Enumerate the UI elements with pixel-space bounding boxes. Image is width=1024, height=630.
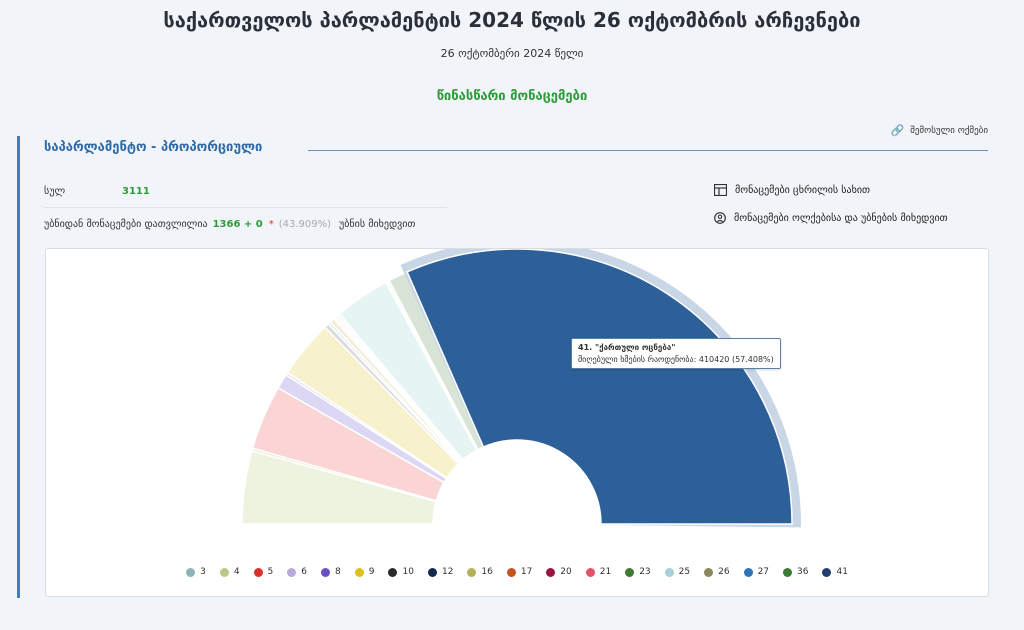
tooltip-votes-label: მიღებული ხმების რაოდენობა:	[578, 355, 697, 364]
legend-dot-10	[388, 567, 398, 577]
legend-dot-5	[253, 567, 263, 577]
link-icon: 🔗	[890, 124, 905, 137]
legend-label-10: 10	[402, 567, 414, 577]
legend-label-4: 4	[233, 567, 240, 577]
legend-dot-25	[664, 567, 674, 577]
legend-item-4[interactable]: 4	[219, 567, 240, 577]
legend-label-5: 5	[267, 567, 274, 577]
legend-label-36: 36	[797, 567, 809, 577]
legend-label-12: 12	[441, 567, 454, 577]
map-view-link[interactable]: მონაცემები ოლქებისა და უბნების მიხედვით	[714, 212, 948, 225]
legend-item-3[interactable]: 3	[186, 567, 206, 577]
submitted-protocols-link[interactable]: 🔗 შემოსული ოქმები	[891, 124, 989, 137]
legend-dot-20	[546, 567, 556, 577]
total-stations-row: სულ 3111	[44, 186, 150, 197]
total-label: სულ	[44, 186, 66, 197]
counted-suffix: უბნის მიხედვით	[339, 219, 416, 230]
legend-dot-27	[743, 567, 753, 577]
legend-item-25[interactable]: 25	[664, 567, 691, 577]
legend-item-6[interactable]: 6	[287, 567, 307, 577]
legend-item-27[interactable]: 27	[743, 567, 770, 577]
counted-percent: (43.909%)	[278, 219, 332, 230]
legend-dot-8	[321, 567, 331, 577]
legend-label-21: 21	[599, 567, 612, 577]
legend-dot-3	[186, 567, 196, 577]
legend-label-6: 6	[301, 567, 308, 577]
legend-item-20[interactable]: 20	[546, 567, 572, 577]
legend-dot-36	[783, 567, 793, 577]
counted-value: 1366 + 0	[212, 219, 263, 230]
legend-dot-16	[467, 567, 477, 577]
tooltip-party: 41. "ქართული ოცნება"	[578, 343, 676, 352]
location-pin-icon	[714, 212, 726, 224]
legend-label-16: 16	[481, 567, 493, 577]
legend-label-17: 17	[520, 567, 533, 577]
table-view-label: მონაცემები ცხრილის სახით	[735, 184, 871, 196]
legend-label-23: 23	[639, 567, 651, 577]
legend-item-23[interactable]: 23	[625, 567, 651, 577]
legend-item-17[interactable]: 17	[506, 567, 533, 577]
semi-donut-chart	[241, 249, 801, 528]
submitted-protocols-label: შემოსული ოქმები	[910, 125, 988, 136]
legend-label-20: 20	[560, 567, 572, 577]
legend-dot-21	[585, 567, 595, 577]
counted-row: უბნიდან მონაცემები დათვლილია 1366 + 0 * …	[44, 219, 415, 230]
map-view-label: მონაცემები ოლქებისა და უბნების მიხედვით	[734, 213, 948, 224]
chart-legend: 3 4 5 6 8 9 10 12 16 17 20 21 23 25 26 27 36 41	[46, 567, 988, 577]
legend-label-25: 25	[678, 567, 691, 577]
legend-item-41[interactable]: 41	[822, 567, 848, 577]
legend-item-16[interactable]: 16	[467, 567, 493, 577]
section-title: საპარლამენტო - პროპორციული	[44, 140, 263, 155]
legend-item-9[interactable]: 9	[354, 567, 375, 577]
section-divider	[308, 150, 988, 151]
legend-dot-17	[506, 567, 516, 577]
table-icon	[714, 184, 727, 196]
legend-dot-23	[625, 567, 635, 577]
table-view-link[interactable]: მონაცემები ცხრილის სახით	[714, 184, 870, 196]
total-value: 3111	[122, 186, 150, 197]
slice-41[interactable]	[406, 249, 793, 525]
legend-dot-4	[219, 567, 229, 577]
legend-item-10[interactable]: 10	[388, 567, 414, 577]
preliminary-status: წინასწარი მონაცემები	[436, 89, 588, 104]
legend-dot-12	[427, 567, 437, 577]
legend-item-8[interactable]: 8	[321, 567, 341, 577]
tooltip-votes: მიღებული ხმების რაოდენობა: 410420 (57.40…	[578, 355, 774, 364]
legend-dot-41	[822, 567, 832, 577]
legend-item-12[interactable]: 12	[427, 567, 454, 577]
page-title: საქართველოს პარლამენტის 2024 წლის 26 ოქტ…	[163, 8, 861, 32]
legend-label-26: 26	[718, 567, 730, 577]
legend-dot-6	[287, 567, 297, 577]
legend-item-21[interactable]: 21	[585, 567, 612, 577]
legend-dot-9	[354, 567, 364, 577]
counted-label: უბნიდან მონაცემები დათვლილია	[44, 219, 208, 230]
legend-label-41: 41	[836, 567, 848, 577]
chart-tooltip: 41. "ქართული ოცნება" მიღებული ხმების რაო…	[571, 338, 781, 369]
legend-dot-26	[704, 567, 714, 577]
legend-item-26[interactable]: 26	[704, 567, 730, 577]
section-accent-bar	[17, 136, 20, 598]
legend-label-9: 9	[368, 567, 375, 577]
election-date: 26 ოქტომბერი 2024 წელი	[440, 47, 584, 60]
legend-label-8: 8	[335, 567, 341, 577]
chart-card: 41. "ქართული ოცნება" მიღებული ხმების რაო…	[45, 248, 989, 597]
stats-divider	[44, 207, 447, 208]
legend-label-27: 27	[757, 567, 770, 577]
counted-asterisk: *	[268, 219, 274, 230]
legend-item-36[interactable]: 36	[783, 567, 808, 577]
tooltip-votes-value: 410420 (57.408%)	[698, 355, 774, 364]
legend-item-5[interactable]: 5	[253, 567, 274, 577]
legend-label-3: 3	[200, 567, 206, 577]
